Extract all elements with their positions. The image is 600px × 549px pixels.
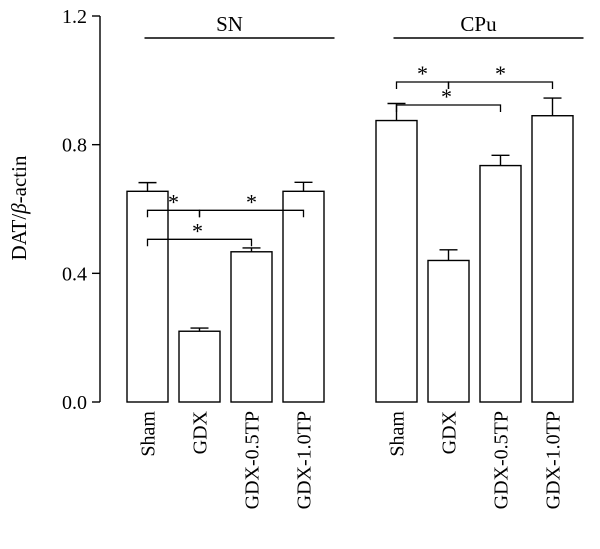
significance-star: * (441, 84, 452, 109)
group-label: CPu (460, 12, 497, 36)
significance-star: * (246, 189, 257, 214)
y-tick-label: 0.4 (62, 263, 87, 285)
y-tick-label: 0.0 (62, 392, 87, 414)
category-label: GDX (439, 410, 461, 454)
significance-bracket (146, 238, 253, 247)
category-label: Sham (387, 411, 409, 457)
significance-bracket (395, 104, 502, 113)
y-tick-label: 1.2 (62, 6, 87, 28)
bar (126, 190, 169, 403)
bar (479, 164, 522, 403)
bar (427, 259, 470, 403)
y-tick-label: 0.8 (62, 135, 87, 157)
bar (282, 190, 325, 403)
category-label: GDX-1.0TP (543, 411, 565, 509)
category-label: Sham (138, 411, 160, 457)
significance-bracket (198, 209, 305, 218)
category-label: GDX-0.5TP (491, 411, 513, 509)
significance-star: * (192, 218, 203, 243)
bar (375, 119, 418, 403)
category-label: GDX-1.0TP (294, 411, 316, 509)
group-label: SN (216, 12, 243, 36)
bar (178, 330, 221, 403)
category-label: GDX-0.5TP (242, 411, 264, 509)
category-label: GDX (190, 410, 212, 454)
significance-star: * (168, 189, 179, 214)
plot-area: 0.0 0.4 0.8 1.2 Sham GDX GDX-0.5TP GDX-1.0TP SN *… (62, 6, 584, 509)
bar (230, 251, 273, 403)
significance-bracket (447, 81, 554, 90)
significance-star: * (417, 61, 428, 86)
bar (531, 115, 574, 403)
y-axis-label: DAT/β-actin (7, 155, 31, 260)
significance-star: * (495, 61, 506, 86)
